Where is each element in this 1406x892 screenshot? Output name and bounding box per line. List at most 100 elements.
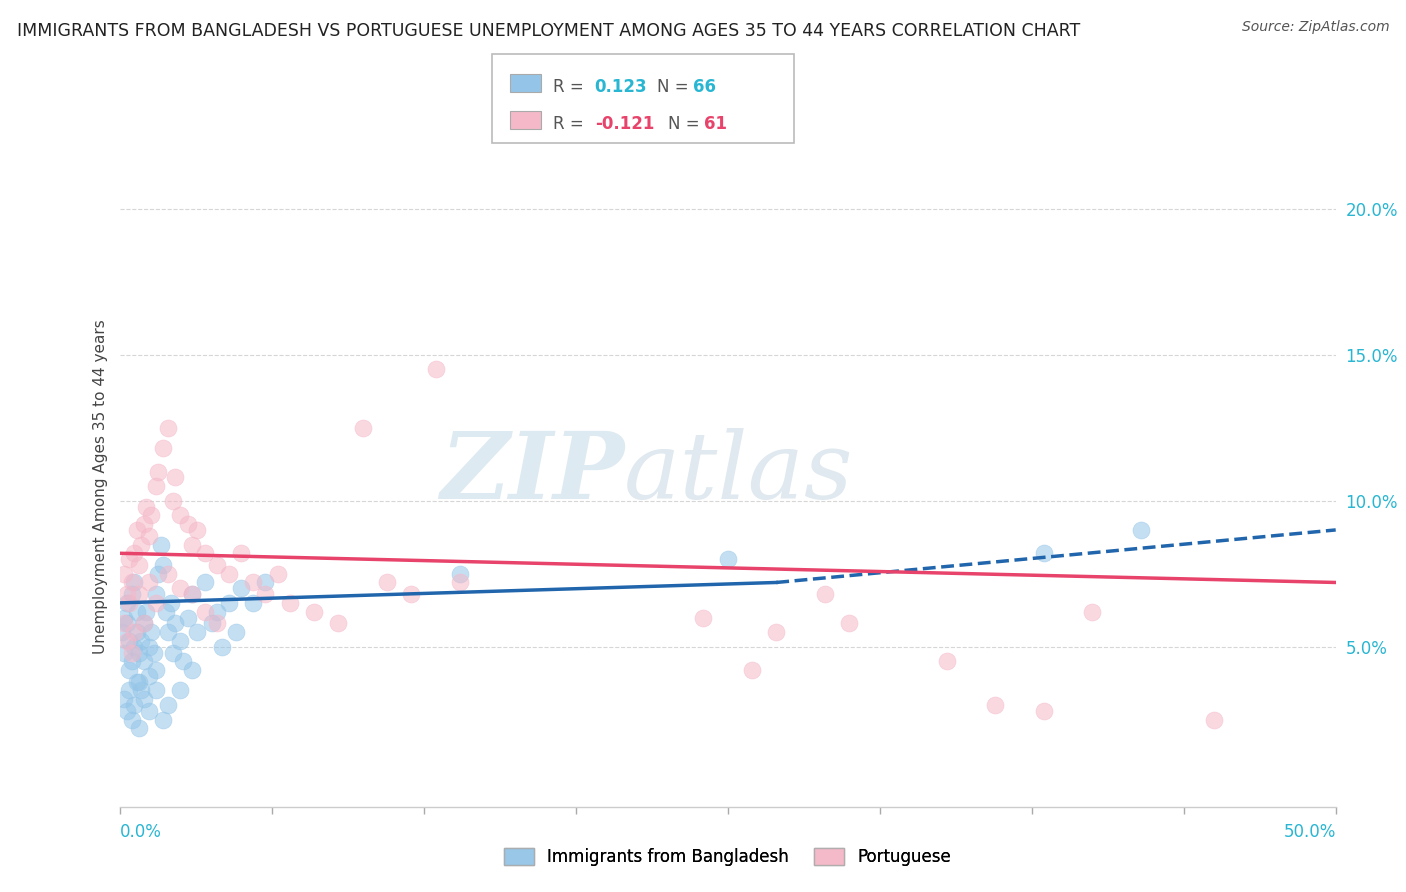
Point — [278, 596, 301, 610]
Point — [152, 713, 174, 727]
Point — [132, 517, 155, 532]
Point — [152, 441, 174, 455]
Point — [194, 575, 217, 590]
Point — [118, 683, 141, 698]
Point — [218, 596, 240, 610]
Point — [142, 646, 165, 660]
Point — [741, 663, 763, 677]
Point — [145, 663, 167, 677]
Point — [254, 587, 277, 601]
Point — [169, 683, 191, 698]
Text: R =: R = — [553, 78, 589, 95]
Text: N =: N = — [668, 115, 704, 133]
Point — [181, 663, 204, 677]
Point — [125, 523, 148, 537]
Point — [1032, 704, 1054, 718]
Point — [131, 683, 153, 698]
Point — [449, 566, 471, 581]
Point — [935, 654, 957, 668]
Point — [1081, 605, 1104, 619]
Point — [181, 587, 204, 601]
Point — [111, 625, 134, 640]
Point — [139, 625, 162, 640]
Point — [172, 654, 194, 668]
Point — [181, 537, 204, 551]
Point — [165, 470, 187, 484]
Point — [128, 587, 150, 601]
Point — [148, 566, 170, 581]
Text: IMMIGRANTS FROM BANGLADESH VS PORTUGUESE UNEMPLOYMENT AMONG AGES 35 TO 44 YEARS : IMMIGRANTS FROM BANGLADESH VS PORTUGUESE… — [17, 22, 1080, 40]
Text: 61: 61 — [704, 115, 727, 133]
Point — [145, 683, 167, 698]
Point — [138, 575, 160, 590]
Point — [135, 605, 157, 619]
Text: Source: ZipAtlas.com: Source: ZipAtlas.com — [1241, 20, 1389, 34]
Point — [205, 605, 228, 619]
Point — [122, 575, 145, 590]
Legend: Immigrants from Bangladesh, Portuguese: Immigrants from Bangladesh, Portuguese — [498, 841, 957, 872]
Point — [231, 546, 253, 560]
Point — [121, 713, 143, 727]
Point — [122, 546, 145, 560]
Point — [122, 698, 145, 712]
Point — [122, 640, 145, 654]
Point — [194, 605, 217, 619]
Point — [838, 616, 860, 631]
Point — [132, 654, 155, 668]
Point — [121, 575, 143, 590]
Point — [128, 722, 150, 736]
Point — [157, 421, 180, 435]
Point — [138, 704, 160, 718]
Point — [1204, 713, 1226, 727]
Point — [145, 596, 167, 610]
Point — [132, 692, 155, 706]
Point — [1130, 523, 1153, 537]
Point — [1032, 546, 1054, 560]
Point — [149, 537, 172, 551]
Point — [132, 616, 155, 631]
Point — [115, 596, 138, 610]
Point — [121, 654, 143, 668]
Text: ZIP: ZIP — [440, 428, 624, 518]
Point — [125, 674, 148, 689]
Point — [132, 616, 155, 631]
Point — [169, 508, 191, 523]
Point — [145, 479, 167, 493]
Point — [131, 537, 153, 551]
Point — [145, 587, 167, 601]
Point — [162, 493, 184, 508]
Point — [186, 625, 208, 640]
Point — [152, 558, 174, 572]
Point — [176, 517, 198, 532]
Point — [128, 674, 150, 689]
Point — [118, 552, 141, 566]
Point — [112, 610, 135, 624]
Point — [425, 362, 447, 376]
Point — [242, 596, 264, 610]
Point — [157, 698, 180, 712]
Point — [112, 692, 135, 706]
Point — [115, 704, 138, 718]
Y-axis label: Unemployment Among Ages 35 to 44 years: Unemployment Among Ages 35 to 44 years — [93, 318, 108, 654]
Point — [211, 640, 233, 654]
Text: 50.0%: 50.0% — [1284, 822, 1336, 840]
Point — [115, 587, 138, 601]
Point — [242, 575, 264, 590]
Point — [157, 566, 180, 581]
Point — [139, 508, 162, 523]
Point — [181, 587, 204, 601]
Point — [201, 616, 224, 631]
Point — [118, 633, 141, 648]
Point — [148, 465, 170, 479]
Point — [169, 633, 191, 648]
Point — [128, 558, 150, 572]
Point — [266, 566, 288, 581]
Point — [186, 523, 208, 537]
Text: -0.121: -0.121 — [595, 115, 654, 133]
Point — [254, 575, 277, 590]
Point — [194, 546, 217, 560]
Point — [155, 605, 177, 619]
Point — [165, 616, 187, 631]
Point — [162, 646, 184, 660]
Point — [118, 596, 141, 610]
